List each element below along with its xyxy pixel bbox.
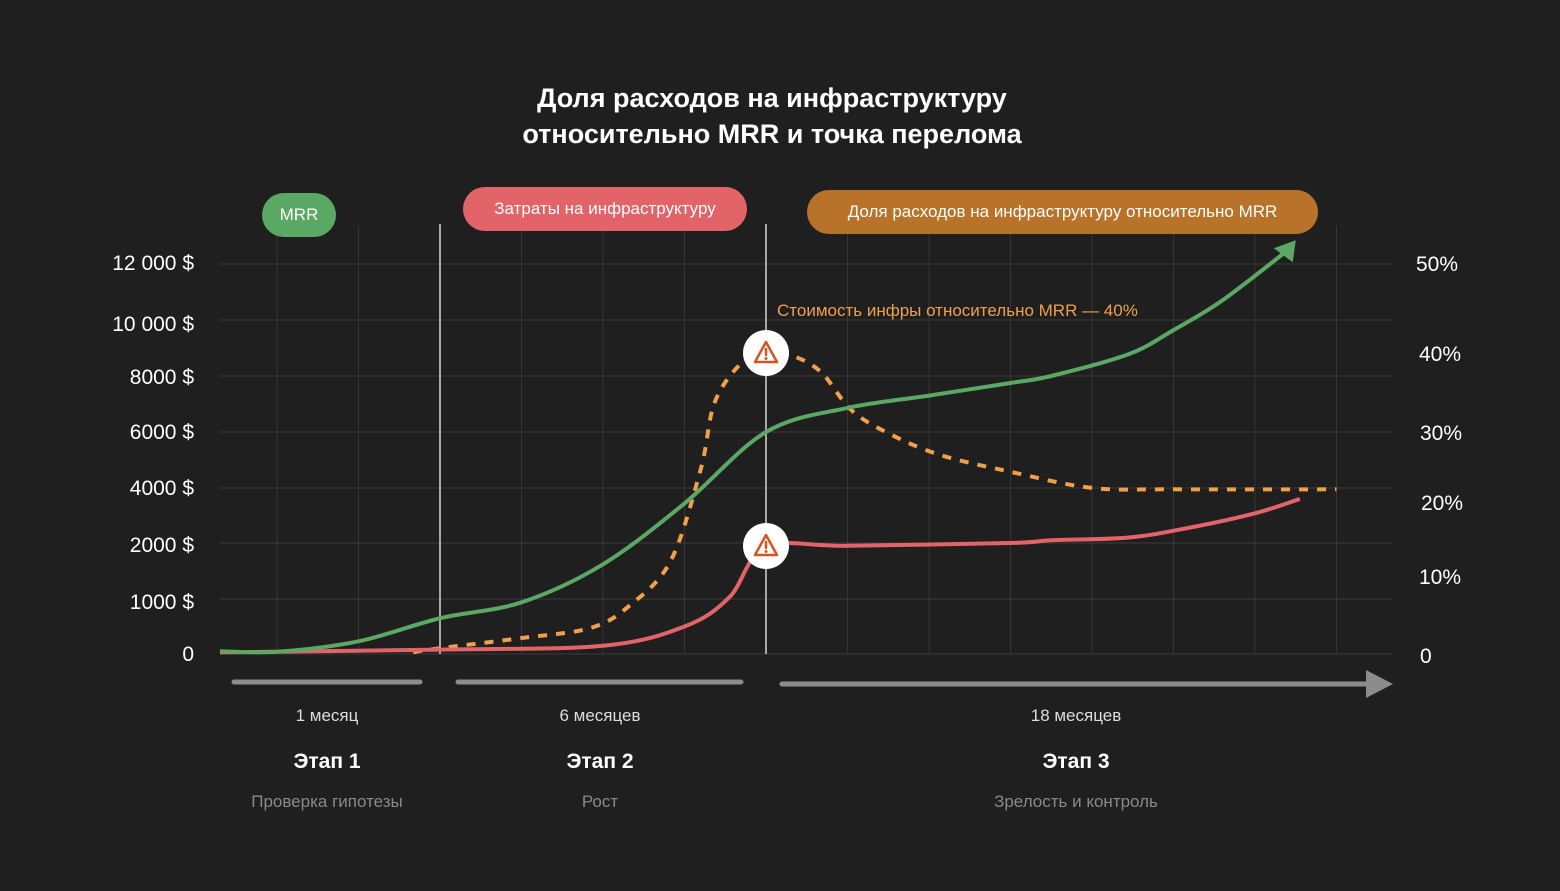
infra-cost-line (219, 497, 1301, 655)
infra-ratio-line (412, 348, 1337, 655)
title-line-1: Доля расходов на инфраструктуру (537, 83, 1007, 113)
annotation-40-percent: Стоимость инфры относительно MRR — 40% (777, 301, 1138, 320)
stage-description: Зрелость и контроль (994, 792, 1158, 811)
legend-ratio: Доля расходов на инфраструктуру относите… (807, 190, 1318, 234)
y-right-tick: 50% (1416, 253, 1459, 276)
stage-3: 18 месяцев Этап 3 Зрелость и контроль (926, 706, 1226, 812)
stage-duration: 18 месяцев (1030, 706, 1122, 725)
y-right-tick: 30% (1420, 422, 1463, 445)
y-right-tick: 20% (1421, 492, 1464, 515)
warning-icon (753, 340, 779, 364)
y-left-tick: 6000 $ (129, 421, 194, 444)
stage-duration: 1 месяц (295, 706, 359, 725)
timeline-arrow-icon (1366, 670, 1393, 698)
stage-name: Этап 2 (566, 750, 634, 773)
y-left-tick: 4000 $ (129, 477, 194, 500)
stage-name: Этап 3 (1042, 750, 1110, 773)
y-left-tick: 8000 $ (129, 366, 194, 389)
warning-icon (753, 533, 779, 557)
stage-description: Проверка гипотезы (251, 792, 403, 811)
legend-infra: Затраты на инфраструктуру (463, 187, 747, 231)
y-left-tick: 12 000 $ (112, 252, 194, 275)
mrr-arrow-icon (1273, 240, 1296, 263)
chart-title: Доля расходов на инфраструктуру относите… (0, 80, 1544, 152)
y-left-tick: 0 (182, 643, 194, 666)
stage-name: Этап 1 (293, 750, 361, 773)
stage-1: 1 месяц Этап 1 Проверка гипотезы (177, 706, 477, 812)
y-left-tick: 1000 $ (129, 591, 194, 614)
y-left-tick: 10 000 $ (112, 313, 194, 336)
legend-mrr: MRR (262, 193, 336, 237)
warning-icon-dot (764, 357, 768, 360)
stage-duration: 6 месяцев (559, 706, 641, 725)
stage-description: Рост (581, 792, 619, 811)
title-line-2: относительно MRR и точка перелома (522, 119, 1022, 149)
y-left-tick: 2000 $ (129, 534, 194, 557)
y-right-tick: 10% (1419, 566, 1462, 589)
y-right-tick: 0 (1420, 645, 1432, 668)
stage-2: 6 месяцев Этап 2 Рост (450, 706, 750, 812)
mrr-line (219, 248, 1289, 655)
warning-icon-dot (764, 550, 768, 553)
y-right-tick: 40% (1419, 343, 1462, 366)
